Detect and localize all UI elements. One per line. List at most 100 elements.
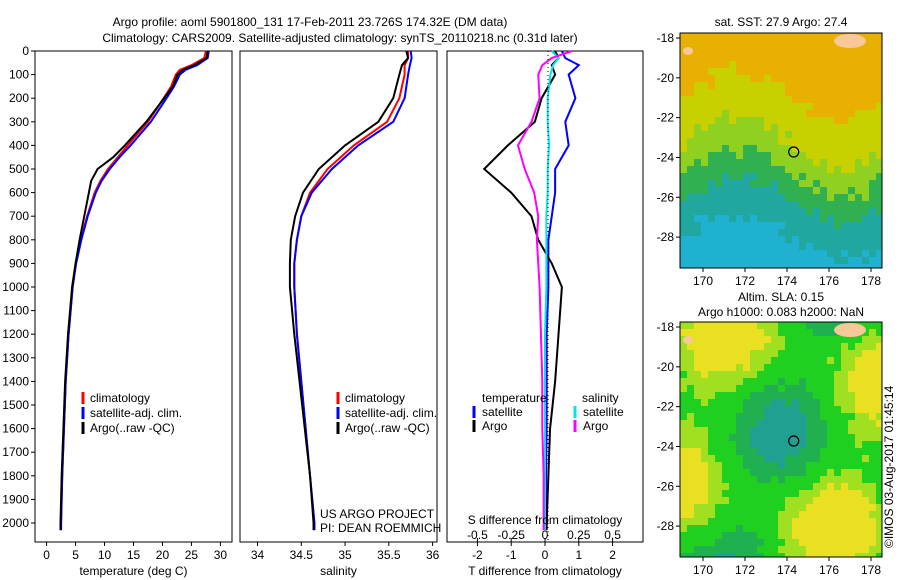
map-cell	[680, 504, 687, 511]
map-cell	[876, 441, 882, 448]
map-cell	[834, 47, 841, 54]
map-cell	[827, 525, 834, 532]
map-cell	[876, 532, 882, 539]
map-cell	[729, 208, 736, 215]
map-cell	[792, 145, 799, 152]
map-cell	[715, 490, 722, 497]
map-cell	[680, 392, 687, 399]
map-cell	[701, 250, 708, 257]
map-cell	[771, 504, 778, 511]
map-cell	[764, 399, 771, 406]
map-cell	[841, 229, 848, 236]
depth-tick-label: 900	[9, 256, 29, 270]
map-cell	[813, 145, 820, 152]
map-cell	[778, 201, 785, 208]
legend-label: satellite	[583, 405, 624, 419]
map-cell	[687, 103, 694, 110]
map-cell	[792, 173, 799, 180]
map-cell	[729, 152, 736, 159]
map-cell	[862, 159, 869, 166]
lat-tick-label: -22	[657, 111, 675, 125]
map-cell	[694, 322, 701, 329]
map-cell	[729, 441, 736, 448]
map-cell	[820, 96, 827, 103]
map-cell	[708, 343, 715, 350]
map-cell	[694, 152, 701, 159]
map-cell	[708, 420, 715, 427]
map-cell	[708, 103, 715, 110]
map-cell	[757, 222, 764, 229]
map-cell	[855, 222, 862, 229]
map-cell	[764, 455, 771, 462]
map-cell	[820, 364, 827, 371]
map-cell	[722, 264, 729, 268]
map-cell	[722, 385, 729, 392]
map-cell	[708, 385, 715, 392]
map-cell	[750, 250, 757, 257]
map-cell	[750, 103, 757, 110]
map-cell	[834, 504, 841, 511]
map-cell	[729, 173, 736, 180]
map-cell	[848, 82, 855, 89]
map-cell	[848, 518, 855, 525]
map-cell	[820, 33, 827, 40]
map-cell	[799, 371, 806, 378]
map-cell	[778, 518, 785, 525]
map-cell	[848, 350, 855, 357]
map-cell	[799, 406, 806, 413]
map-cell	[841, 82, 848, 89]
map-cell	[687, 54, 694, 61]
map-cell	[792, 222, 799, 229]
map-cell	[687, 497, 694, 504]
map-cell	[680, 455, 687, 462]
map-cell	[862, 33, 869, 40]
map-cell	[834, 483, 841, 490]
map-cell	[715, 357, 722, 364]
depth-tick-label: 1300	[2, 351, 29, 365]
map-cell	[694, 222, 701, 229]
map-cell	[764, 166, 771, 173]
map-cell	[855, 61, 862, 68]
map-cell	[869, 441, 876, 448]
map-cell	[820, 392, 827, 399]
map-cell	[862, 462, 869, 469]
map-cell	[764, 96, 771, 103]
map-cell	[855, 229, 862, 236]
map-cell	[834, 497, 841, 504]
map-cell	[680, 371, 687, 378]
map-cell	[855, 448, 862, 455]
map-cell	[813, 250, 820, 257]
map-cell	[848, 343, 855, 350]
map-cell	[680, 103, 687, 110]
map-cell	[729, 350, 736, 357]
map-cell	[743, 201, 750, 208]
map-cell	[729, 420, 736, 427]
map-cell	[855, 525, 862, 532]
map-cell	[813, 441, 820, 448]
map-cell	[855, 406, 862, 413]
map-cell	[841, 504, 848, 511]
map-cell	[757, 329, 764, 336]
map-cell	[764, 264, 771, 268]
map-cell	[855, 159, 862, 166]
map-cell	[680, 124, 687, 131]
map-cell	[806, 434, 813, 441]
map-cell	[764, 518, 771, 525]
map-cell	[820, 350, 827, 357]
map-cell	[876, 89, 882, 96]
land-mass	[834, 34, 866, 48]
map-cell	[869, 371, 876, 378]
map-cell	[722, 117, 729, 124]
map-cell	[785, 525, 792, 532]
map-cell	[792, 385, 799, 392]
x-tick-label: 5	[72, 548, 79, 562]
map-cell	[806, 322, 813, 329]
map-cell	[834, 103, 841, 110]
map-cell	[855, 518, 862, 525]
x-tick-label: 35	[338, 548, 352, 562]
map-cell	[743, 455, 750, 462]
map-cell	[785, 96, 792, 103]
map-cell	[799, 448, 806, 455]
map-cell	[771, 385, 778, 392]
